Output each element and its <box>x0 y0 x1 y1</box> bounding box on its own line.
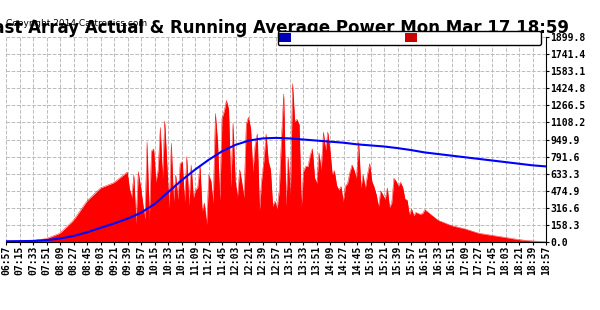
Legend: Average (DC Watts), East Array (DC Watts): Average (DC Watts), East Array (DC Watts… <box>278 31 541 45</box>
Title: East Array Actual & Running Average Power Mon Mar 17 18:59: East Array Actual & Running Average Powe… <box>0 19 569 37</box>
Text: Copyright 2014 Cartronics.com: Copyright 2014 Cartronics.com <box>6 19 147 28</box>
